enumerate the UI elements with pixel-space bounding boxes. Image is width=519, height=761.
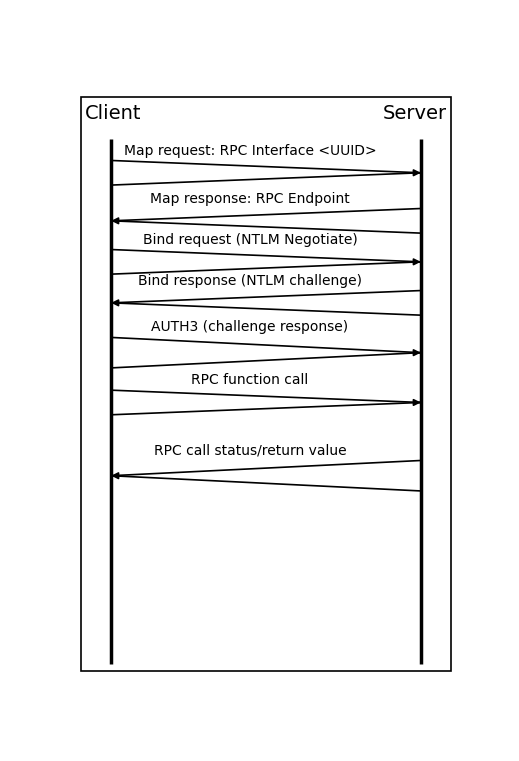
Text: Client: Client: [85, 104, 142, 123]
Text: RPC function call: RPC function call: [192, 373, 308, 387]
Text: AUTH3 (challenge response): AUTH3 (challenge response): [152, 320, 348, 335]
Text: Server: Server: [383, 104, 447, 123]
Text: Map response: RPC Endpoint: Map response: RPC Endpoint: [150, 192, 350, 205]
Text: Map request: RPC Interface <UUID>: Map request: RPC Interface <UUID>: [124, 144, 376, 158]
Text: RPC call status/return value: RPC call status/return value: [154, 444, 346, 457]
Text: Bind response (NTLM challenge): Bind response (NTLM challenge): [138, 274, 362, 288]
Text: Bind request (NTLM Negotiate): Bind request (NTLM Negotiate): [143, 233, 357, 247]
